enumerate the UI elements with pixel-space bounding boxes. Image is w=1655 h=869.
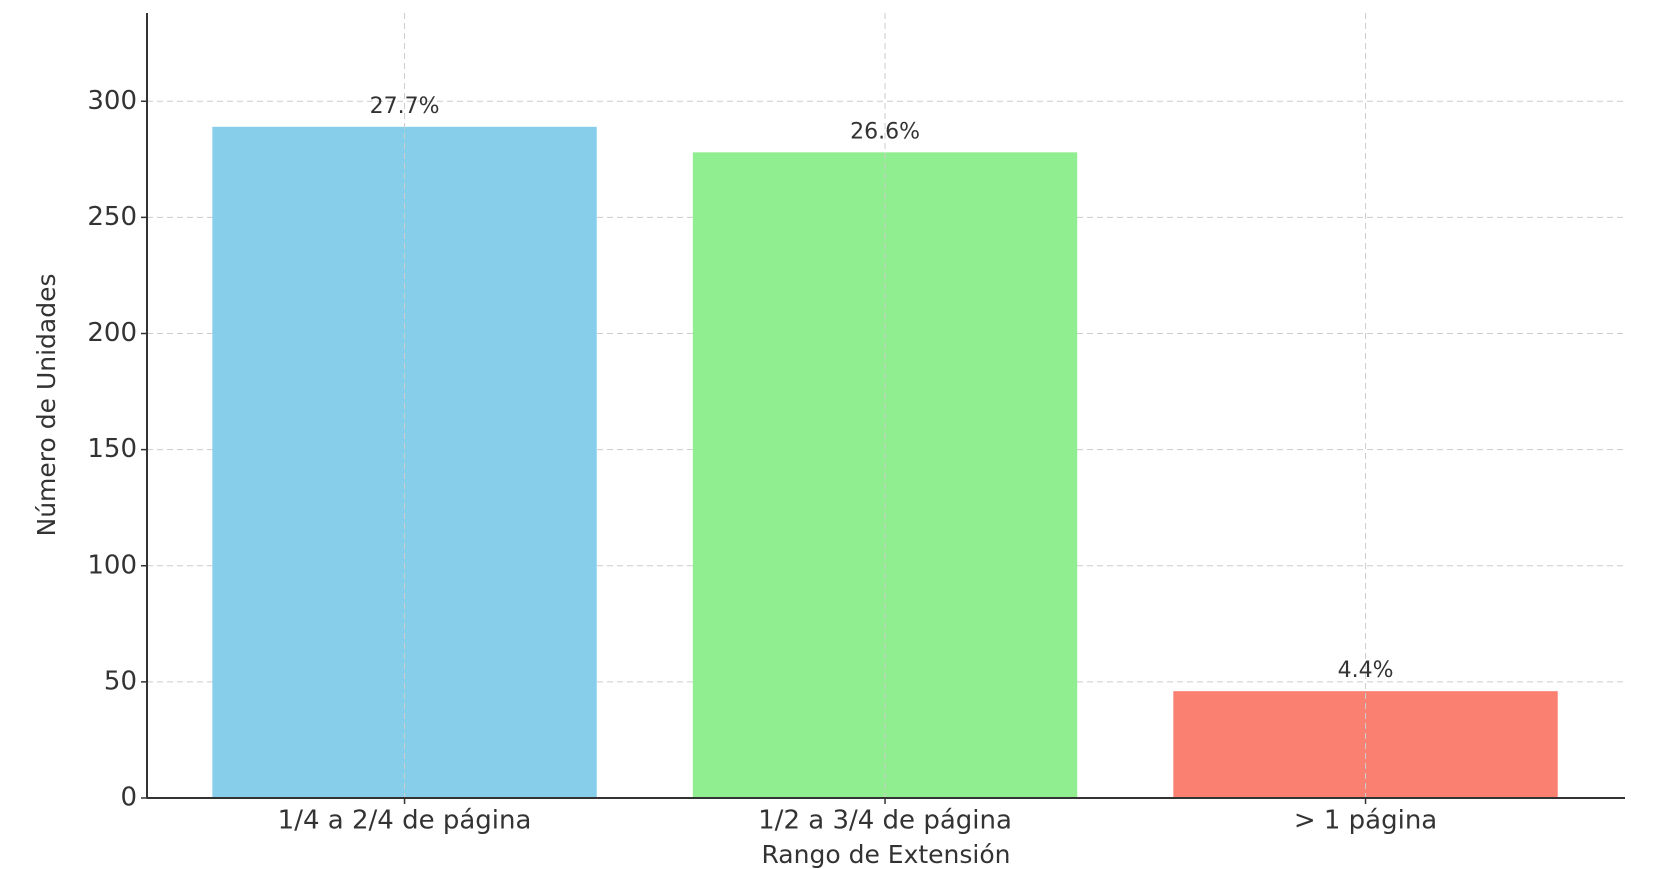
x-tick-label: 1/4 a 2/4 de página <box>278 806 532 836</box>
y-tick-label: 250 <box>87 202 137 232</box>
x-axis-label: Rango de Extensión <box>761 840 1010 869</box>
x-tick-label: > 1 página <box>1294 806 1437 836</box>
bar-annotation: 27.7% <box>370 94 440 119</box>
y-tick-label: 150 <box>87 434 137 464</box>
y-tick-label: 300 <box>87 86 137 116</box>
y-tick-label: 100 <box>87 550 137 580</box>
x-tick-label: 1/2 a 3/4 de página <box>758 806 1012 836</box>
y-tick-label: 200 <box>87 318 137 348</box>
y-tick-label: 0 <box>120 783 137 813</box>
y-axis-label: Número de Unidades <box>32 273 61 536</box>
y-tick-label: 50 <box>104 666 137 696</box>
bar-annotation: 26.6% <box>850 119 920 144</box>
bar-annotation: 4.4% <box>1338 658 1394 683</box>
